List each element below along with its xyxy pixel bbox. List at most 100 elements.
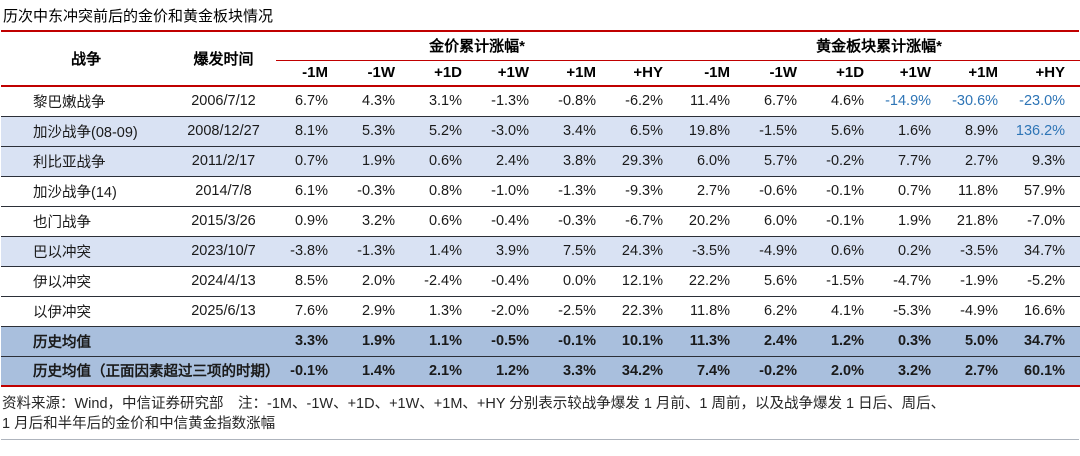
value-cell: 6.1%: [276, 176, 343, 207]
table-row: 历史均值（正面因素超过三项的时期） -0.1% 1.4% 2.1% 1.2% 3.3% 34…: [1, 356, 1080, 387]
value-cell: 11.3%: [678, 326, 746, 357]
table-row: 利比亚战争 2011/2/17 0.7% 1.9% 0.6% 2.4% 3.8% 29.3% 6…: [1, 146, 1080, 177]
value-cell: -9.3%: [611, 176, 679, 207]
value-cell: -2.4%: [410, 266, 477, 297]
value-cell: 7.5%: [544, 236, 611, 267]
value-cell: -30.6%: [946, 86, 1014, 117]
value-cell: 3.4%: [544, 116, 611, 147]
value-cell: 0.6%: [410, 146, 477, 177]
table-row: 巴以冲突 2023/10/7 -3.8% -1.3% 1.4% 3.9% 7.5% 24.3%…: [1, 236, 1080, 267]
value-cell: 34.7%: [1013, 326, 1080, 357]
war-label-cell: 利比亚战争: [1, 146, 171, 177]
value-cell: -2.0%: [477, 296, 544, 327]
table-row: 伊以冲突 2024/4/13 8.5% 2.0% -2.4% -0.4% 0.0% 12.1%…: [1, 266, 1080, 297]
value-cell: 2.1%: [410, 356, 477, 387]
value-cell: -5.2%: [1013, 266, 1080, 297]
source-note-line2: 1 月后和半年后的金价和中信黄金指数涨幅: [2, 416, 276, 432]
value-cell: 2.4%: [477, 146, 544, 177]
value-cell: 0.6%: [812, 236, 880, 267]
value-cell: 1.2%: [812, 326, 880, 357]
war-label-cell: 历史均值: [1, 326, 276, 357]
war-label-cell: 巴以冲突: [1, 236, 171, 267]
value-cell: 6.0%: [745, 206, 813, 237]
value-cell: -3.5%: [946, 236, 1014, 267]
value-cell: -4.7%: [879, 266, 947, 297]
table-row: 以伊冲突 2025/6/13 7.6% 2.9% 1.3% -2.0% -2.5% 22.3%…: [1, 296, 1080, 327]
value-cell: 6.0%: [678, 146, 746, 177]
table-body: 黎巴嫩战争 2006/7/12 6.7% 4.3% 3.1% -1.3% -0.8% -6.2…: [1, 86, 1080, 387]
period-header: -1M: [678, 60, 746, 87]
value-cell: 8.5%: [276, 266, 343, 297]
value-cell: 12.1%: [611, 266, 679, 297]
group-header-gold-price: 金价累计涨幅*: [276, 32, 679, 61]
value-cell: 5.3%: [343, 116, 410, 147]
value-cell: 3.8%: [544, 146, 611, 177]
period-header: +1D: [410, 60, 477, 87]
value-cell: 1.3%: [410, 296, 477, 327]
value-cell: 5.0%: [946, 326, 1014, 357]
period-header: +1W: [477, 60, 544, 87]
value-cell: 8.1%: [276, 116, 343, 147]
value-cell: -1.5%: [812, 266, 880, 297]
value-cell: 0.2%: [879, 236, 947, 267]
period-header: +1M: [946, 60, 1014, 87]
outbreak-date-cell: 2014/7/8: [171, 176, 276, 207]
value-cell: 2.7%: [946, 146, 1014, 177]
value-cell: -14.9%: [879, 86, 947, 117]
group-header-gold-sector: 黄金板块累计涨幅*: [678, 32, 1080, 61]
outbreak-date-cell: 2025/6/13: [171, 296, 276, 327]
value-cell: 11.8%: [946, 176, 1014, 207]
value-cell: 34.2%: [611, 356, 679, 387]
war-label-cell: 黎巴嫩战争: [1, 86, 171, 117]
outbreak-date-cell: 2008/12/27: [171, 116, 276, 147]
value-cell: 3.3%: [544, 356, 611, 387]
value-cell: 0.7%: [879, 176, 947, 207]
value-cell: 5.6%: [812, 116, 880, 147]
value-cell: 6.7%: [276, 86, 343, 117]
value-cell: 0.3%: [879, 326, 947, 357]
period-header: -1W: [343, 60, 410, 87]
value-cell: -7.0%: [1013, 206, 1080, 237]
period-header: +1D: [812, 60, 880, 87]
value-cell: -3.0%: [477, 116, 544, 147]
value-cell: 21.8%: [946, 206, 1014, 237]
value-cell: 20.2%: [678, 206, 746, 237]
value-cell: 5.6%: [745, 266, 813, 297]
value-cell: -0.3%: [343, 176, 410, 207]
war-label-cell: 以伊冲突: [1, 296, 171, 327]
value-cell: 1.4%: [343, 356, 410, 387]
value-cell: 1.1%: [410, 326, 477, 357]
value-cell: -0.1%: [544, 326, 611, 357]
value-cell: -0.5%: [477, 326, 544, 357]
value-cell: -0.2%: [745, 356, 813, 387]
value-cell: 2.0%: [812, 356, 880, 387]
outbreak-date-cell: 2006/7/12: [171, 86, 276, 117]
outbreak-date-cell: 2015/3/26: [171, 206, 276, 237]
value-cell: 2.7%: [946, 356, 1014, 387]
value-cell: -4.9%: [745, 236, 813, 267]
value-cell: -5.3%: [879, 296, 947, 327]
outbreak-date-cell: 2024/4/13: [171, 266, 276, 297]
value-cell: -0.4%: [477, 206, 544, 237]
table-row: 也门战争 2015/3/26 0.9% 3.2% 0.6% -0.4% -0.3% -6.7%…: [1, 206, 1080, 237]
value-cell: 2.0%: [343, 266, 410, 297]
value-cell: 24.3%: [611, 236, 679, 267]
value-cell: 7.4%: [678, 356, 746, 387]
value-cell: -3.8%: [276, 236, 343, 267]
value-cell: 3.2%: [879, 356, 947, 387]
value-cell: -1.0%: [477, 176, 544, 207]
value-cell: 136.2%: [1013, 116, 1080, 147]
value-cell: 2.7%: [678, 176, 746, 207]
value-cell: 1.9%: [879, 206, 947, 237]
value-cell: 3.2%: [343, 206, 410, 237]
report-page: 历次中东冲突前后的金价和黄金板块情况 战争 爆发时间 金价累计涨幅* 黄金板块累…: [1, 8, 1080, 440]
source-note: 资料来源：Wind，中信证券研究部 注：-1M、-1W、+1D、+1W、+1M、…: [1, 387, 1079, 440]
value-cell: 5.7%: [745, 146, 813, 177]
value-cell: -0.8%: [544, 86, 611, 117]
value-cell: 6.2%: [745, 296, 813, 327]
table-row: 加沙战争(08-09) 2008/12/27 8.1% 5.3% 5.2% -3.0% 3.…: [1, 116, 1080, 147]
value-cell: 3.9%: [477, 236, 544, 267]
value-cell: 0.7%: [276, 146, 343, 177]
value-cell: 1.9%: [343, 146, 410, 177]
value-cell: -1.5%: [745, 116, 813, 147]
